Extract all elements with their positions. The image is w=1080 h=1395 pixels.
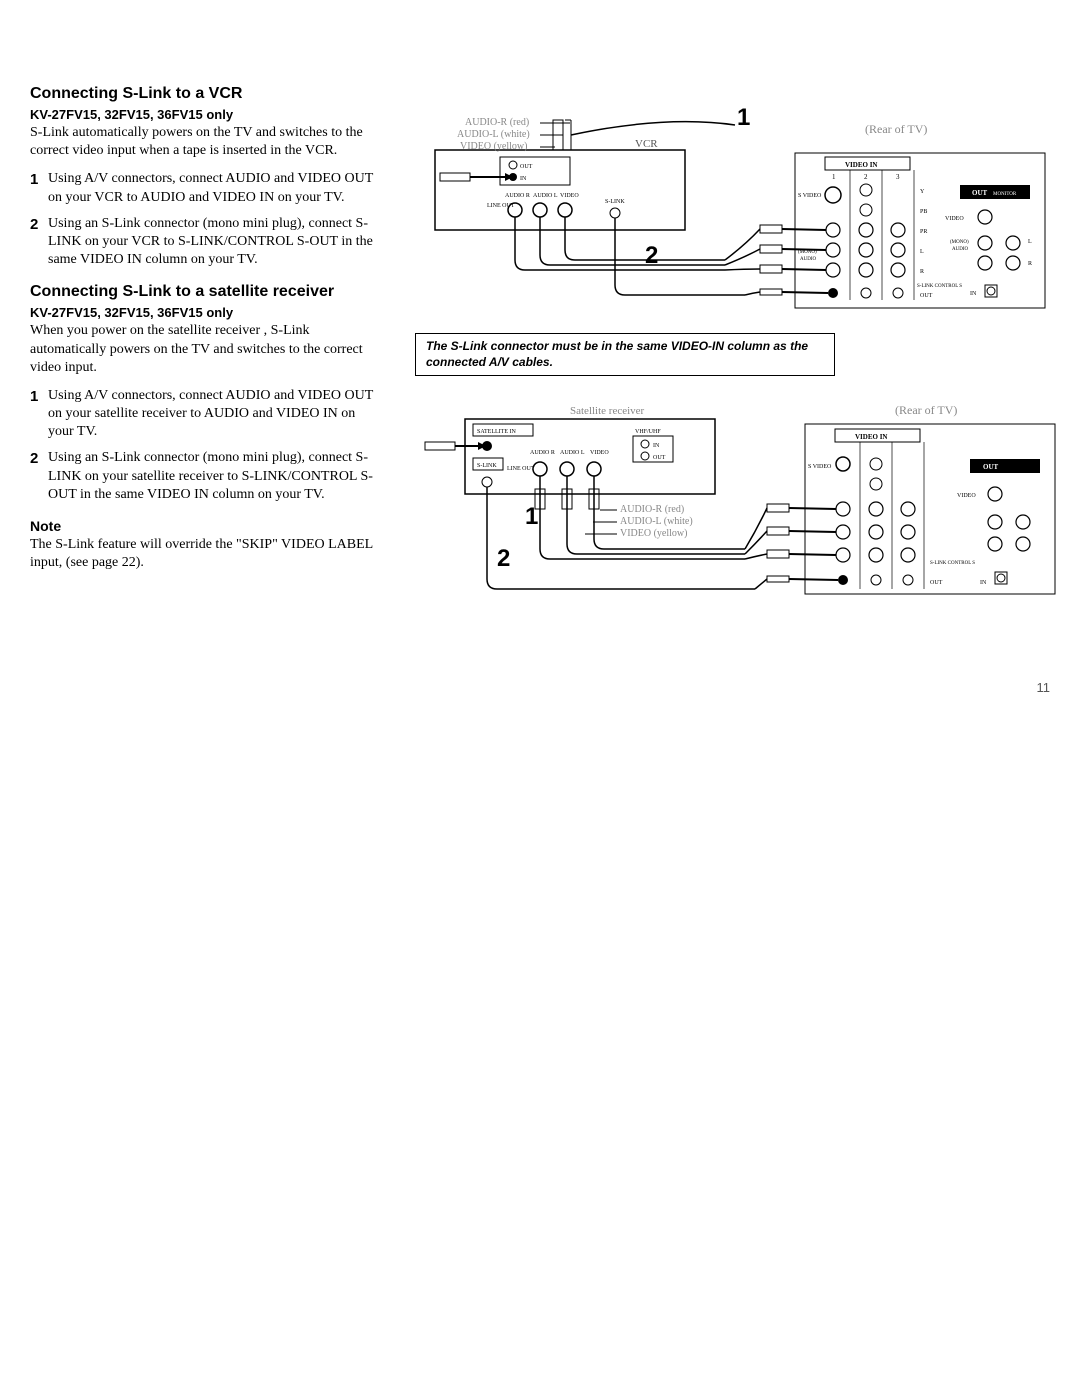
section2-heading: Connecting S-Link to a satellite receive…: [30, 283, 380, 301]
svg-text:OUT: OUT: [520, 164, 533, 170]
svg-text:S-LINK CONTROL S: S-LINK CONTROL S: [917, 284, 962, 289]
step-text: Using an S-Link connector (mono mini plu…: [48, 449, 380, 504]
vhf-label: VHF/UHF: [635, 429, 661, 435]
note-text: The S-Link feature will override the "SK…: [30, 536, 380, 572]
svg-text:2: 2: [864, 173, 868, 181]
slink-label: S-LINK: [605, 199, 625, 205]
svg-text:Y: Y: [920, 189, 925, 195]
video-in-label: VIDEO IN: [845, 161, 877, 169]
svg-text:PR: PR: [920, 229, 927, 235]
diagram-num-2: 2: [497, 545, 510, 572]
text-column: Connecting S-Link to a VCR KV-27FV15, 32…: [30, 85, 380, 604]
svg-text:VIDEO: VIDEO: [590, 450, 609, 456]
list-item: 2 Using an S-Link connector (mono mini p…: [30, 215, 380, 270]
step-number: 1: [30, 170, 48, 206]
audio-r-label: AUDIO-R (red): [465, 117, 529, 128]
svg-text:OUT: OUT: [972, 189, 988, 197]
svg-text:VIDEO: VIDEO: [957, 493, 976, 499]
section1-heading: Connecting S-Link to a VCR: [30, 85, 380, 103]
svideo-label: S VIDEO: [808, 464, 832, 470]
svg-text:(MONO): (MONO): [798, 250, 817, 255]
satellite-diagram: Satellite receiver SATELLITE IN VHF/UHF …: [405, 394, 1065, 604]
video-label: VIDEO (yellow): [460, 141, 527, 152]
diagram-num-1: 1: [737, 104, 750, 131]
svg-text:OUT: OUT: [920, 293, 933, 299]
rear-tv-label: (Rear of TV): [895, 403, 957, 417]
svg-text:AUDIO R: AUDIO R: [530, 450, 555, 456]
rear-tv-label: (Rear of TV): [865, 122, 927, 136]
step-text: Using an S-Link connector (mono mini plu…: [48, 215, 380, 270]
section1-steps: 1 Using A/V connectors, connect AUDIO an…: [30, 170, 380, 269]
svg-text:IN: IN: [980, 580, 987, 586]
callout-box: The S-Link connector must be in the same…: [415, 333, 835, 376]
list-item: 2 Using an S-Link connector (mono mini p…: [30, 449, 380, 504]
svg-text:S-LINK CONTROL S: S-LINK CONTROL S: [930, 561, 975, 566]
video-in-label: VIDEO IN: [855, 433, 887, 441]
section2-intro: When you power on the satellite receiver…: [30, 322, 380, 377]
svg-text:AUDIO L: AUDIO L: [560, 450, 585, 456]
video-label: VIDEO (yellow): [620, 528, 687, 539]
svg-text:L: L: [920, 249, 924, 255]
step-text: Using A/V connectors, connect AUDIO and …: [48, 170, 380, 206]
section2-steps: 1 Using A/V connectors, connect AUDIO an…: [30, 387, 380, 504]
svg-text:1: 1: [832, 173, 836, 181]
svg-text:R: R: [1028, 261, 1032, 267]
note-heading: Note: [30, 518, 380, 534]
slink-label: S-LINK: [477, 463, 497, 469]
step-number: 2: [30, 449, 48, 504]
vcr-diagram: VCR AUDIO-R (red) AUDIO-L (white) VIDEO …: [405, 85, 1065, 315]
svg-text:VIDEO: VIDEO: [560, 193, 579, 199]
svg-text:OUT: OUT: [653, 455, 666, 461]
svideo-label: S VIDEO: [798, 193, 822, 199]
svg-text:OUT: OUT: [983, 463, 999, 471]
step-number: 2: [30, 215, 48, 270]
diagram-num-2: 2: [645, 242, 658, 269]
list-item: 1 Using A/V connectors, connect AUDIO an…: [30, 170, 380, 206]
svg-text:AUDIO R: AUDIO R: [505, 193, 530, 199]
svg-text:IN: IN: [520, 176, 527, 182]
line-out-label: LINE OUT: [507, 466, 535, 472]
svg-text:R: R: [920, 269, 924, 275]
step-number: 1: [30, 387, 48, 442]
svg-text:IN: IN: [970, 291, 977, 297]
svg-text:MONITOR: MONITOR: [993, 192, 1017, 197]
svg-text:AUDIO: AUDIO: [952, 247, 968, 252]
list-item: 1 Using A/V connectors, connect AUDIO an…: [30, 387, 380, 442]
svg-text:IN: IN: [653, 443, 660, 449]
svg-text:(MONO): (MONO): [950, 240, 969, 245]
svg-text:AUDIO: AUDIO: [800, 257, 816, 262]
section1-intro: S-Link automatically powers on the TV an…: [30, 124, 380, 160]
diagrams-column: VCR AUDIO-R (red) AUDIO-L (white) VIDEO …: [405, 85, 1065, 604]
sat-label: Satellite receiver: [570, 405, 645, 417]
step-text: Using A/V connectors, connect AUDIO and …: [48, 387, 380, 442]
satellite-in-label: SATELLITE IN: [477, 429, 516, 435]
section2-subheading: KV-27FV15, 32FV15, 36FV15 only: [30, 305, 380, 320]
audio-l-label: AUDIO-L (white): [457, 129, 530, 140]
audio-l-label: AUDIO-L (white): [620, 516, 693, 527]
svg-text:PB: PB: [920, 209, 927, 215]
audio-r-label: AUDIO-R (red): [620, 504, 684, 515]
diagram-num-1: 1: [525, 503, 538, 530]
svg-text:3: 3: [896, 173, 900, 181]
svg-text:AUDIO L: AUDIO L: [533, 193, 558, 199]
svg-text:VIDEO: VIDEO: [945, 216, 964, 222]
svg-text:L: L: [1028, 239, 1032, 245]
section1-subheading: KV-27FV15, 32FV15, 36FV15 only: [30, 107, 380, 122]
page-number: 11: [1037, 680, 1051, 695]
svg-text:OUT: OUT: [930, 580, 943, 586]
vcr-label: VCR: [635, 138, 658, 150]
